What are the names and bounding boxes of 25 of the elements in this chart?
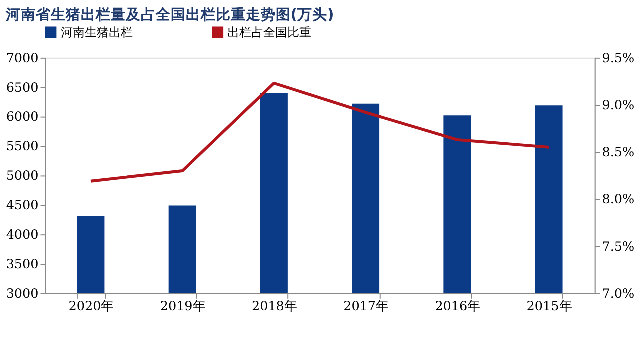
x-tick-label: 2018年 xyxy=(252,300,298,315)
y-tick-label: 5000 xyxy=(6,169,39,184)
legend-label: 出栏占全国比重 xyxy=(228,25,312,40)
y-tick-label: 6000 xyxy=(6,110,39,126)
x-tick-label: 2017年 xyxy=(344,300,390,315)
y-tick-label: 3500 xyxy=(6,257,39,272)
x-tick-label: 2016年 xyxy=(435,300,481,315)
x-tick-label: 2019年 xyxy=(160,300,206,315)
y-tick-label: 4000 xyxy=(6,228,39,244)
chart-title: 河南省生猪出栏量及占全国出栏比重走势图(万头) xyxy=(4,6,334,24)
line-series xyxy=(89,82,551,183)
y-tick-label: 4500 xyxy=(6,198,39,214)
y-tick-label: 5500 xyxy=(6,140,39,155)
y2-tick-label: 9.0% xyxy=(602,98,635,114)
x-tick-label: 2015年 xyxy=(526,300,572,315)
y-tick-label: 3000 xyxy=(6,286,39,302)
y2-tick-label: 7.5% xyxy=(602,240,635,255)
x-tick-label: 2020年 xyxy=(68,300,114,315)
y2-tick-label: 8.5% xyxy=(602,146,635,161)
y-tick-label: 6500 xyxy=(6,80,39,96)
y-tick-label: 7000 xyxy=(6,51,39,66)
y2-tick-label: 8.0% xyxy=(602,192,635,208)
legend-label: 河南生猪出栏 xyxy=(60,25,133,40)
y2-tick-label: 9.5% xyxy=(602,51,635,66)
y2-tick-label: 7.0% xyxy=(602,286,635,302)
